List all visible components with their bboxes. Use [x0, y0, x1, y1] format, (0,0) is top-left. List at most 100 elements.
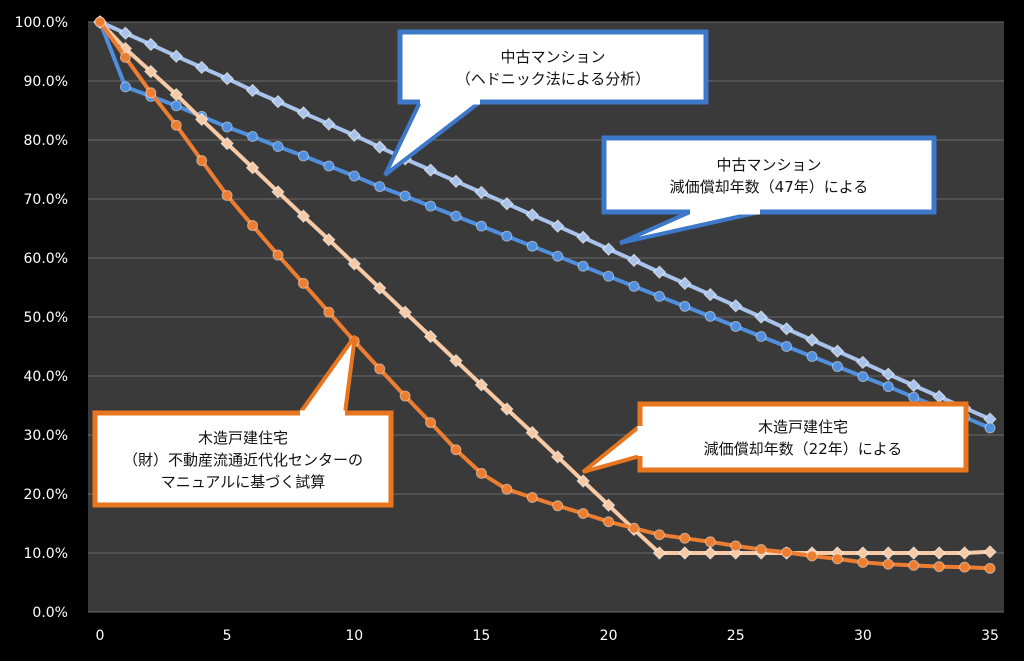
y-tick-label: 0.0% [32, 605, 68, 621]
data-point-wood_dep22 [144, 64, 158, 79]
data-point-mansion_hedonic [805, 333, 819, 347]
data-point-wood_manual [196, 155, 208, 167]
data-point-wood_manual [984, 562, 996, 574]
data-point-wood_manual [221, 189, 233, 201]
data-point-wood_manual [119, 51, 131, 63]
data-point-mansion_dep47 [730, 320, 742, 332]
data-point-wood_manual [170, 119, 182, 131]
data-point-mansion_hedonic [373, 140, 387, 154]
data-point-wood_dep22 [703, 546, 717, 560]
callout-text-line: 中古マンション [500, 48, 605, 66]
data-point-mansion_hedonic [729, 299, 743, 313]
data-point-mansion_dep47 [984, 422, 996, 434]
data-point-mansion_dep47 [272, 140, 284, 152]
data-point-mansion_dep47 [348, 170, 360, 182]
data-point-mansion_dep47 [704, 310, 716, 322]
data-point-wood_dep22 [271, 185, 285, 199]
data-point-mansion_hedonic [525, 208, 539, 222]
y-tick-label: 80.0% [24, 133, 68, 149]
data-point-wood_dep22 [652, 546, 667, 560]
x-tick-label: 20 [600, 628, 618, 644]
data-point-mansion_dep47 [628, 280, 640, 292]
data-point-mansion_hedonic [907, 378, 921, 393]
x-tick-label: 30 [854, 628, 872, 644]
callout-box [601, 135, 937, 215]
data-point-mansion_dep47 [781, 341, 793, 352]
data-point-wood_dep22 [907, 546, 921, 560]
callout-text-line: （ヘドニック法による分析） [456, 70, 651, 88]
data-point-mansion_hedonic [322, 117, 336, 131]
x-tick-label: 25 [727, 628, 745, 644]
callout-text-line: マニュアルに基づく試算 [161, 473, 326, 491]
data-point-mansion_hedonic [118, 26, 133, 40]
data-point-mansion_dep47 [323, 160, 335, 172]
data-point-mansion_hedonic [500, 197, 514, 211]
data-point-mansion_hedonic [169, 49, 183, 63]
callout-c1: 中古マンション （ヘドニック法による分析） [383, 29, 709, 177]
data-point-mansion_dep47 [425, 200, 437, 212]
callout-layer: 中古マンション （ヘドニック法による分析） 中古マンション減価償却年数（47年）によ… [92, 29, 969, 508]
data-point-wood_manual [94, 16, 106, 28]
data-point-wood_manual [552, 500, 564, 512]
data-point-wood_manual [704, 536, 716, 548]
data-point-wood_manual [959, 561, 971, 573]
callout-text-line: 木造戸建住宅 [198, 429, 288, 447]
data-point-wood_manual [908, 559, 920, 571]
data-point-mansion_hedonic [881, 367, 895, 381]
data-point-wood_dep22 [678, 546, 692, 560]
y-tick-label: 50.0% [24, 310, 68, 326]
data-point-mansion_hedonic [627, 253, 641, 268]
data-point-wood_dep22 [398, 305, 412, 319]
x-tick-label: 0 [96, 628, 105, 644]
data-point-mansion_dep47 [475, 220, 487, 232]
data-point-wood_dep22 [220, 136, 234, 151]
y-tick-label: 40.0% [24, 369, 68, 385]
data-point-wood_dep22 [449, 353, 463, 368]
series-wood_manual [94, 16, 996, 574]
callout-box [397, 29, 709, 105]
data-point-wood_manual [933, 561, 945, 573]
data-point-mansion_hedonic [296, 106, 311, 120]
data-point-mansion_dep47 [374, 181, 386, 193]
x-tick-label: 5 [223, 628, 232, 644]
y-tick-label: 10.0% [24, 546, 68, 562]
data-point-mansion_hedonic [474, 185, 489, 200]
data-point-wood_dep22 [576, 474, 590, 488]
data-point-wood_manual [450, 444, 462, 456]
y-tick-label: 20.0% [24, 487, 68, 503]
data-point-mansion_hedonic [601, 242, 616, 256]
data-point-wood_manual [653, 529, 665, 541]
data-point-wood_dep22 [551, 450, 565, 464]
data-point-wood_manual [475, 467, 487, 479]
data-point-wood_dep22 [322, 233, 336, 247]
y-tick-label: 70.0% [24, 192, 68, 208]
data-point-mansion_dep47 [297, 150, 309, 162]
data-point-wood_manual [679, 532, 691, 544]
data-point-mansion_dep47 [552, 250, 564, 262]
x-tick-label: 35 [981, 628, 999, 644]
data-point-mansion_dep47 [882, 381, 894, 393]
callout-text-line: 減価償却年数（47年）による [670, 178, 869, 196]
data-point-mansion_hedonic [347, 128, 361, 142]
x-axis-ticks: 0 5 10 15 20 25 30 35 [96, 628, 999, 644]
data-point-mansion_hedonic [754, 310, 768, 324]
data-point-mansion_hedonic [652, 265, 667, 279]
data-point-mansion_hedonic [703, 287, 717, 302]
data-point-wood_dep22 [601, 498, 616, 512]
data-point-wood_manual [577, 507, 589, 519]
data-point-wood_manual [425, 417, 437, 429]
data-point-wood_dep22 [373, 281, 387, 295]
data-point-mansion_dep47 [653, 290, 665, 302]
data-point-wood_manual [603, 516, 615, 528]
data-point-wood_dep22 [347, 257, 361, 271]
data-point-wood_dep22 [500, 402, 514, 416]
data-point-wood_dep22 [932, 546, 946, 560]
y-tick-label: 90.0% [24, 74, 68, 90]
data-point-wood_dep22 [881, 546, 895, 560]
data-point-mansion_dep47 [399, 190, 411, 202]
data-point-wood_manual [755, 543, 767, 555]
